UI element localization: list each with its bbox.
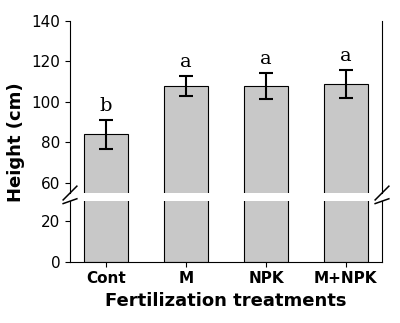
Text: Height (cm): Height (cm) bbox=[7, 82, 25, 202]
Bar bbox=[84, 134, 128, 304]
Bar bbox=[84, 92, 128, 262]
Text: b: b bbox=[100, 97, 112, 115]
Text: a: a bbox=[260, 49, 272, 68]
Bar bbox=[164, 44, 208, 262]
Bar bbox=[324, 42, 368, 262]
Bar bbox=[244, 86, 288, 304]
Bar bbox=[244, 44, 288, 262]
X-axis label: Fertilization treatments: Fertilization treatments bbox=[105, 292, 347, 310]
Bar bbox=[324, 84, 368, 304]
Text: a: a bbox=[340, 47, 352, 65]
Bar bbox=[164, 86, 208, 304]
Text: a: a bbox=[180, 53, 192, 71]
